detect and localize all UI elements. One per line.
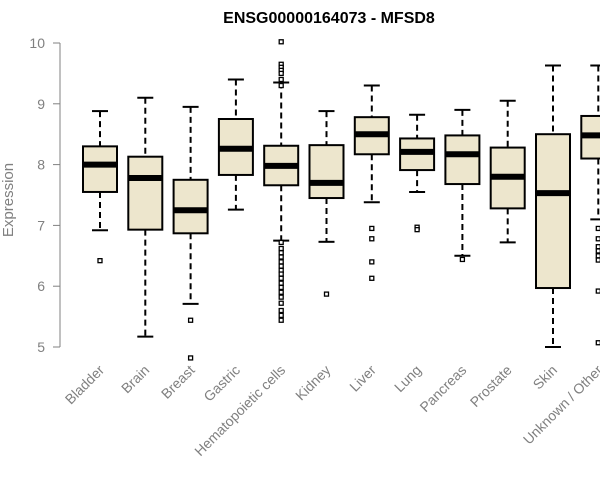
iqr-box [308, 144, 345, 200]
plot-area [82, 39, 600, 361]
outlier-point [595, 253, 600, 259]
y-tick-label: 8 [37, 157, 45, 173]
outlier-point [278, 239, 284, 246]
outlier-point [278, 280, 284, 286]
outlier-point [369, 275, 375, 281]
box-hematopoietic-cells [263, 39, 300, 323]
y-tick-label: 6 [37, 278, 45, 294]
iqr-box [172, 178, 209, 235]
outlier-point [278, 250, 284, 256]
outlier-point [278, 300, 284, 306]
x-tick-label: Breast [158, 362, 198, 402]
outlier-point [595, 244, 600, 250]
box-lung [399, 113, 436, 233]
outlier-point [595, 225, 600, 232]
outlier-point [187, 355, 194, 361]
box-brain [127, 96, 164, 338]
outlier-point [595, 236, 600, 242]
x-tick-label: Unknown / Other [520, 362, 600, 448]
y-axis: 5 6 7 8 9 10 [29, 35, 61, 355]
x-tick-label: Liver [346, 362, 379, 395]
iqr-box [535, 133, 571, 290]
box-prostate [489, 99, 526, 244]
outlier-point [278, 307, 284, 314]
box-liver [353, 84, 390, 281]
outlier-point [278, 284, 284, 291]
outlier-point [278, 317, 284, 323]
y-axis-label: Expression [0, 163, 17, 237]
outlier-point [323, 291, 330, 297]
x-tick-label: Lung [391, 362, 424, 395]
box-unknown-other [580, 64, 600, 346]
outlier-point [369, 259, 375, 265]
outlier-point [595, 340, 600, 346]
iqr-box [444, 134, 481, 186]
box-gastric [217, 78, 254, 211]
box-pancreas [444, 108, 481, 263]
outlier-point [187, 317, 194, 323]
chart-title: ENSG00000164073 - MFSD8 [223, 10, 435, 27]
x-tick-label: Brain [118, 362, 152, 396]
outlier-point [278, 294, 284, 300]
outlier-point [278, 312, 284, 319]
y-tick-label: 7 [37, 217, 45, 233]
outlier-point [278, 82, 284, 89]
outlier-point [278, 263, 284, 269]
outlier-point [278, 289, 284, 295]
outlier-point [278, 76, 284, 83]
outlier-point [595, 257, 600, 263]
y-tick-label: 9 [37, 96, 45, 112]
x-tick-label: Gastric [200, 362, 243, 405]
y-tick-label: 10 [29, 35, 45, 51]
x-tick-label: Prostate [467, 362, 515, 410]
x-tick-label: Kidney [292, 362, 334, 404]
outlier-point [278, 259, 284, 265]
outlier-point [369, 236, 375, 242]
box-skin [535, 64, 571, 348]
outlier-point [278, 275, 284, 281]
box-breast [172, 105, 209, 361]
y-tick-label: 5 [37, 339, 45, 355]
outlier-point [278, 271, 284, 277]
x-tick-label: Pancreas [416, 362, 469, 415]
outlier-point [278, 70, 284, 77]
outlier-point [369, 225, 375, 232]
outlier-point [278, 39, 284, 45]
outlier-point [278, 254, 284, 260]
outlier-point [278, 245, 284, 252]
box-bladder [82, 110, 118, 264]
outlier-point [97, 258, 103, 264]
x-tick-label: Bladder [62, 362, 108, 408]
outlier-point [459, 256, 466, 263]
box-kidney [308, 110, 345, 297]
outlier-point [595, 288, 600, 294]
iqr-box [82, 145, 118, 193]
outlier-point [595, 248, 600, 254]
outlier-point [414, 227, 420, 233]
x-tick-label: Skin [530, 362, 561, 393]
iqr-box [127, 155, 164, 231]
